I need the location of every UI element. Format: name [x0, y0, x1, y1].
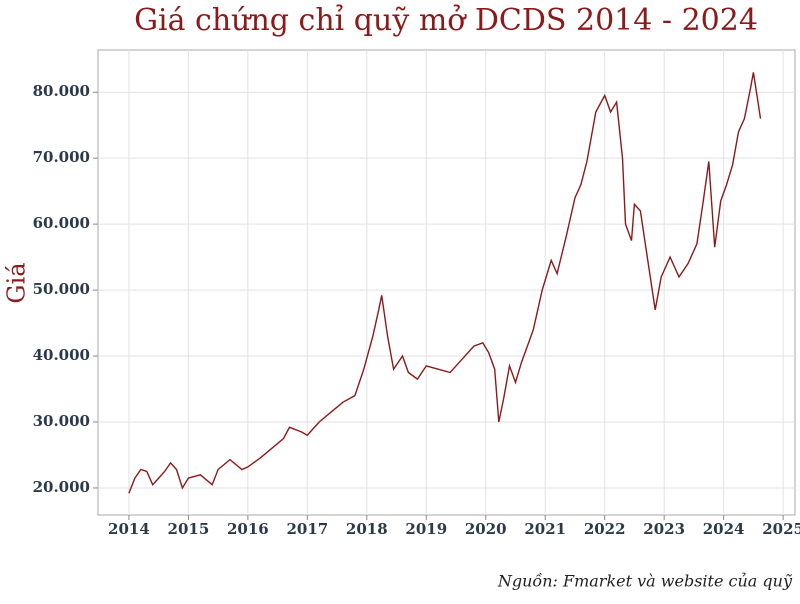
y-axis-label: Giá: [3, 262, 31, 303]
plot-frame: [97, 49, 796, 516]
x-tick-label: 2014: [108, 520, 150, 538]
x-tick-label: 2023: [643, 520, 685, 538]
x-tick-label: 2021: [524, 520, 566, 538]
x-tick-label: 2016: [227, 520, 269, 538]
y-tick-label: 30.000: [33, 412, 90, 430]
x-tick-label: 2017: [286, 520, 328, 538]
x-tick-label: 2025: [762, 520, 800, 538]
y-tick-label: 50.000: [33, 280, 90, 298]
source-note: Nguồn: Fmarket và website của quỹ: [497, 572, 793, 591]
y-tick-label: 80.000: [33, 82, 90, 100]
price-line: [128, 72, 762, 494]
y-tick-label: 60.000: [33, 214, 90, 232]
y-tick-label: 20.000: [33, 478, 90, 496]
x-tick-label: 2024: [703, 520, 745, 538]
y-tick-label: 40.000: [33, 346, 90, 364]
y-tick-label: 70.000: [33, 148, 90, 166]
chart-title: Giá chứng chỉ quỹ mở DCDS 2014 - 2024: [134, 3, 758, 38]
x-tick-label: 2020: [465, 520, 507, 538]
x-tick-label: 2018: [346, 520, 388, 538]
x-tick-label: 2019: [405, 520, 447, 538]
x-tick-label: 2022: [584, 520, 626, 538]
x-tick-label: 2015: [168, 520, 210, 538]
